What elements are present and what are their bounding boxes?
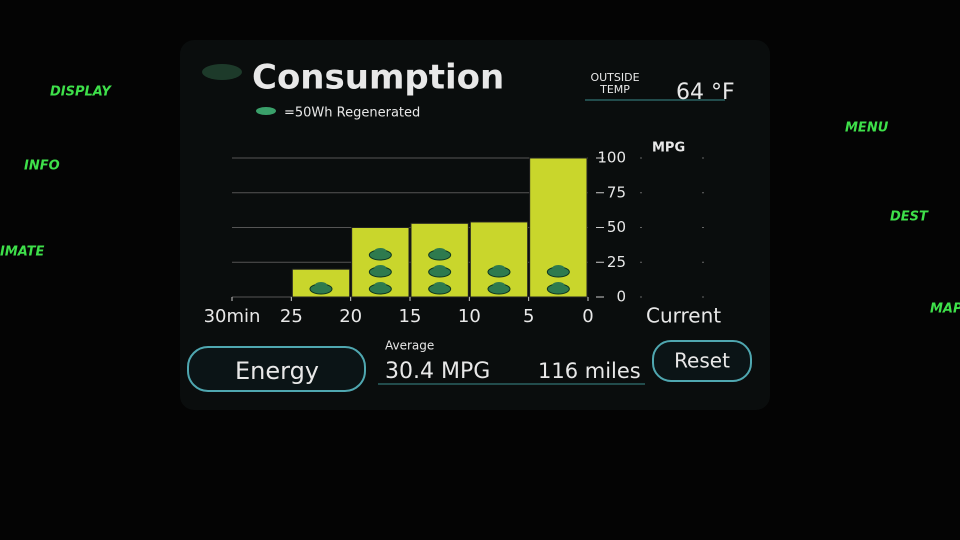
menu-item[interactable]: IMATE bbox=[0, 245, 44, 260]
average-value: 30.4 MPG bbox=[385, 359, 490, 384]
x-tick-label: 10 bbox=[458, 306, 481, 327]
regen-icon-top bbox=[493, 282, 505, 288]
x-tick-label: 30min bbox=[204, 306, 261, 327]
y-axis-label: MPG bbox=[652, 141, 685, 156]
regen-icon-top bbox=[552, 265, 565, 271]
distance-value: 116 miles bbox=[538, 359, 641, 383]
x-end-label: Current bbox=[646, 304, 721, 328]
x-tick-label: 5 bbox=[523, 306, 534, 327]
regen-icons bbox=[546, 265, 570, 295]
regen-icon-top bbox=[433, 265, 446, 271]
temp-label: TEMP bbox=[599, 83, 630, 96]
button-label[interactable]: Reset bbox=[674, 349, 730, 373]
regen-icon-top bbox=[374, 248, 387, 254]
x-tick-label: 25 bbox=[280, 306, 303, 327]
energy-button[interactable] bbox=[187, 346, 366, 392]
regen-icons bbox=[368, 248, 392, 295]
y-tick-label: 75 bbox=[607, 183, 626, 201]
menu-item[interactable]: DEST bbox=[890, 210, 929, 225]
menu-item[interactable]: MENU bbox=[845, 121, 889, 136]
menu-item[interactable]: DISPLAY bbox=[50, 85, 112, 100]
temp-label: OUTSIDE bbox=[590, 71, 639, 84]
title: Consumption bbox=[252, 58, 504, 98]
regen-icon-top bbox=[493, 265, 505, 271]
regen-icon-top bbox=[315, 282, 327, 288]
average-label: Average bbox=[385, 339, 434, 353]
x-tick-label: 20 bbox=[339, 306, 362, 327]
regen-icons bbox=[428, 248, 452, 295]
menu-item[interactable]: INFO bbox=[24, 159, 60, 174]
regen-icon-top bbox=[433, 282, 446, 288]
button-label[interactable]: Energy bbox=[235, 357, 319, 385]
menu-item[interactable]: MAP bbox=[930, 302, 960, 317]
car-icon bbox=[202, 64, 242, 80]
y-tick-label: 25 bbox=[607, 253, 626, 271]
temp-value: 64 °F bbox=[676, 80, 735, 105]
reset-button[interactable] bbox=[652, 340, 752, 382]
x-tick-label: 0 bbox=[582, 306, 593, 327]
regen-icon-top bbox=[374, 282, 387, 288]
regen-icon-top bbox=[552, 282, 565, 288]
legend-text: =50Wh Regenerated bbox=[284, 106, 420, 121]
legend-icon bbox=[256, 107, 276, 115]
y-tick-label: 100 bbox=[597, 149, 626, 167]
y-tick-label: 50 bbox=[607, 218, 626, 236]
regen-icon-top bbox=[374, 265, 387, 271]
regen-icons bbox=[487, 265, 511, 295]
y-tick-label: 0 bbox=[616, 288, 626, 306]
regen-icons bbox=[309, 282, 333, 295]
regen-icon-top bbox=[433, 248, 446, 254]
x-tick-label: 15 bbox=[399, 306, 422, 327]
